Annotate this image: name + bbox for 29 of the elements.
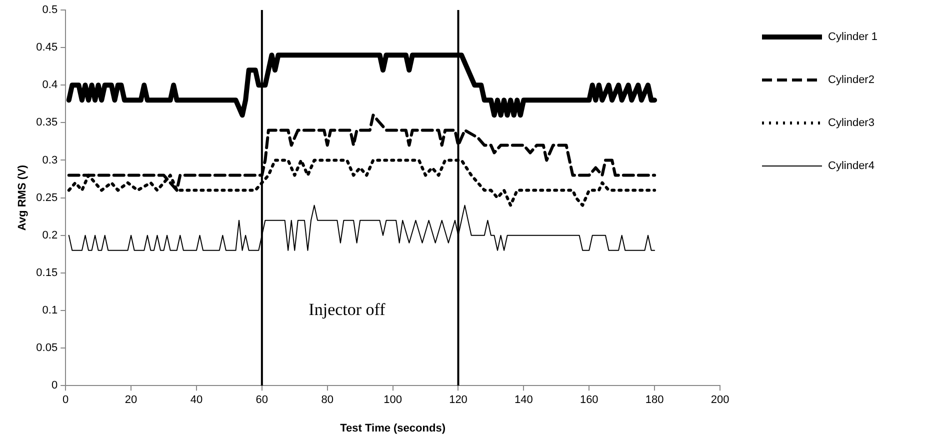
y-tick-label: 0.25 (36, 192, 58, 204)
y-tick-label: 0.05 (36, 342, 58, 354)
x-tick-label: 100 (384, 394, 402, 406)
x-axis-title: Test Time (seconds) (340, 422, 446, 434)
text: Cylinder3 (828, 117, 874, 129)
x-tick-label: 0 (62, 394, 69, 406)
x-tick-label: 120 (449, 394, 468, 406)
y-tick-label: 0.2 (42, 229, 58, 242)
y-tick-label: 0.15 (36, 266, 58, 279)
text: Cylinder 1 (828, 31, 878, 43)
text: Cylinder4 (828, 160, 874, 172)
x-tick-label: 80 (321, 394, 334, 406)
x-tick-label: 60 (256, 394, 268, 406)
y-tick-label: 0.5 (42, 4, 58, 16)
x-tick-label: 140 (514, 394, 533, 406)
y-tick-label: 0 (51, 380, 58, 392)
y-axis-title: Avg RMS (V) (16, 164, 29, 231)
x-tick-label: 160 (580, 394, 598, 406)
y-tick-label: 0.45 (36, 42, 58, 54)
x-tick-label: 20 (124, 394, 138, 406)
x-tick-label: 40 (190, 394, 203, 406)
x-tick-label: 200 (710, 394, 730, 406)
y-tick-label: 0.3 (42, 154, 58, 166)
text: Cylinder2 (828, 74, 874, 86)
annotation: Injector off (308, 300, 386, 319)
y-tick-label: 0.1 (42, 304, 58, 317)
y-tick-label: 0.4 (42, 79, 58, 92)
x-tick-label: 180 (645, 394, 664, 406)
y-tick-label: 0.35 (36, 116, 58, 129)
